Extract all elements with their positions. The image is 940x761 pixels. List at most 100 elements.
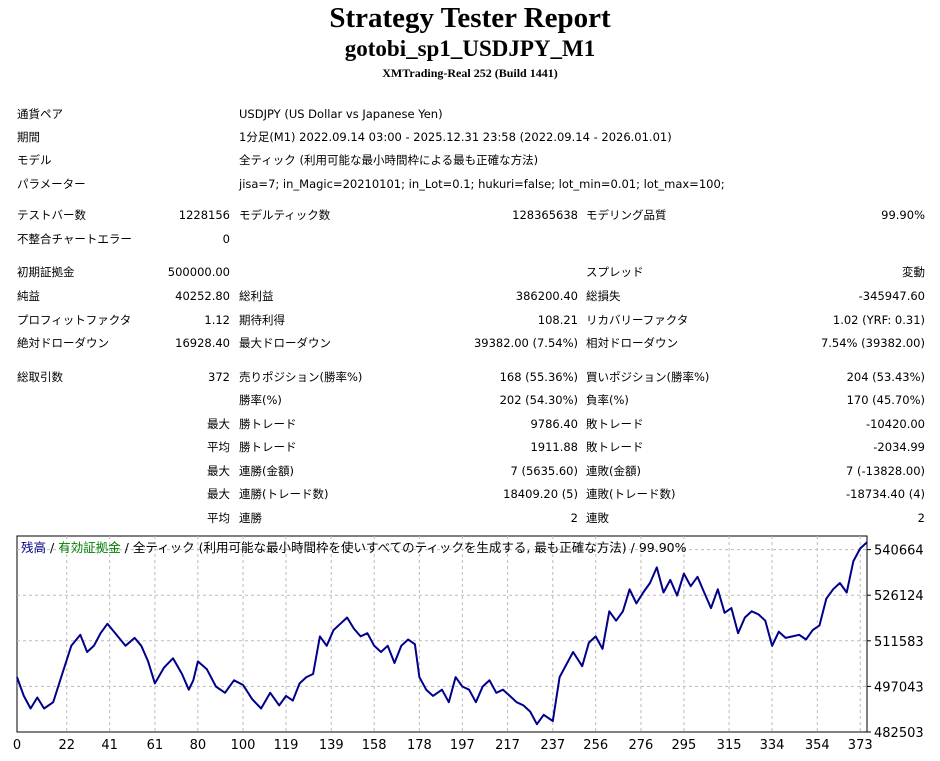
- avg-cl-label: 連敗: [586, 511, 609, 525]
- deposit-value: 500000.00: [167, 265, 230, 279]
- max-label-3: 最大: [207, 487, 230, 501]
- legend-equity: 有効証拠金: [58, 540, 121, 555]
- x-tick-label: 119: [274, 738, 299, 753]
- quality-label: モデリング品質: [586, 208, 667, 222]
- x-tick-label: 217: [495, 738, 520, 753]
- x-tick-label: 276: [629, 738, 654, 753]
- trades-label: 総取引数: [17, 370, 63, 384]
- recovery-value: 1.02 (YRF: 0.31): [832, 313, 925, 327]
- grossprofit-label: 総利益: [239, 289, 274, 303]
- chart-grid: [17, 536, 867, 732]
- x-tick-label: 295: [671, 738, 696, 753]
- chart-legend: 残高 / 有効証拠金 / 全ティック (利用可能な最小時間枠を使いすべてのティッ…: [21, 540, 687, 555]
- win-value: 202 (54.30%): [499, 393, 578, 407]
- x-tick-label: 80: [190, 738, 207, 753]
- chart-plot-area: [16, 535, 868, 733]
- netprofit-value: 40252.80: [175, 289, 230, 303]
- win-label: 勝率(%): [239, 393, 282, 407]
- period-label: 期間: [17, 130, 40, 144]
- avg-win-value: 1911.88: [530, 440, 578, 454]
- y-tick-label: 511583: [874, 635, 924, 650]
- reldd-value: 7.54% (39382.00): [820, 336, 925, 350]
- short-label: 売りポジション(勝率%): [239, 370, 363, 384]
- x-tick-label: 61: [147, 738, 164, 753]
- balance-chart: 540664 526124 511583 497043 482503 0 22 41 61 80…: [13, 535, 924, 753]
- grossloss-label: 総損失: [586, 289, 621, 303]
- cw-cnt-value: 18409.20 (5): [503, 487, 578, 501]
- legend-separator: /: [46, 540, 58, 555]
- quality-value: 99.90%: [881, 208, 925, 222]
- expected-label: 期待利得: [239, 313, 285, 327]
- report-title: Strategy Tester Report: [329, 2, 611, 34]
- y-axis-ticks: 540664 526124 511583 497043 482503: [867, 544, 924, 741]
- avg-cw-value: 2: [570, 511, 578, 525]
- x-tick-label: 158: [362, 738, 387, 753]
- expected-value: 108.21: [537, 313, 578, 327]
- largest-loss-label: 敗トレード: [586, 417, 644, 431]
- y-tick-label: 497043: [874, 680, 924, 695]
- grossprofit-value: 386200.40: [515, 289, 578, 303]
- netprofit-label: 純益: [17, 289, 40, 303]
- x-tick-label: 256: [583, 738, 608, 753]
- largest-win-value: 9786.40: [530, 417, 578, 431]
- largest-win-label: 勝トレード: [239, 417, 297, 431]
- ticks-label: モデルティック数: [239, 208, 331, 222]
- spread-label: スプレッド: [586, 265, 644, 279]
- x-tick-label: 22: [58, 738, 75, 753]
- y-tick-label: 540664: [874, 544, 924, 559]
- cl-cnt-label: 連敗(トレード数): [586, 487, 676, 501]
- pf-value: 1.12: [204, 313, 230, 327]
- mismatch-value: 0: [222, 232, 230, 246]
- cl-amt-label: 連敗(金額): [586, 464, 641, 478]
- x-tick-label: 100: [231, 738, 256, 753]
- cw-amt-label: 連勝(金額): [239, 464, 294, 478]
- long-label: 買いポジション(勝率%): [586, 370, 710, 384]
- avg-cl-value: 2: [917, 511, 925, 525]
- x-tick-label: 373: [848, 738, 873, 753]
- report-build: XMTrading-Real 252 (Build 1441): [382, 66, 558, 80]
- avg-loss-value: -2034.99: [873, 440, 925, 454]
- maxdd-value: 39382.00 (7.54%): [473, 336, 578, 350]
- balance-series-line: [16, 541, 868, 726]
- max-label-2: 最大: [207, 464, 230, 478]
- x-tick-label: 354: [805, 738, 830, 753]
- ticks-value: 128365638: [512, 208, 578, 222]
- params-label: パラメーター: [17, 177, 86, 191]
- cl-amt-value: 7 (-13828.00): [846, 464, 925, 478]
- x-tick-label: 315: [717, 738, 742, 753]
- absdd-label: 絶対ドローダウン: [17, 336, 109, 350]
- trades-value: 372: [208, 370, 230, 384]
- x-axis-ticks: 0 22 41 61 80 100 119 139 158 178 197 217 237 256 276 2…: [13, 738, 873, 753]
- max-label-1: 最大: [207, 417, 230, 431]
- avg-loss-label: 敗トレード: [586, 440, 644, 454]
- loss-value: 170 (45.70%): [846, 393, 925, 407]
- mismatch-label: 不整合チャートエラー: [17, 232, 132, 246]
- deposit-label: 初期証拠金: [17, 265, 75, 279]
- grossloss-value: -345947.60: [858, 289, 925, 303]
- legend-balance: 残高: [21, 540, 46, 555]
- x-tick-label: 139: [319, 738, 344, 753]
- x-tick-label: 0: [13, 738, 21, 753]
- long-value: 204 (53.43%): [846, 370, 925, 384]
- model-label: モデル: [17, 153, 52, 167]
- x-tick-label: 41: [101, 738, 118, 753]
- avg-label-2: 平均: [207, 511, 230, 525]
- x-tick-label: 197: [450, 738, 475, 753]
- x-tick-label: 334: [760, 738, 785, 753]
- reldd-label: 相対ドローダウン: [586, 336, 678, 350]
- cw-amt-value: 7 (5635.60): [510, 464, 578, 478]
- short-value: 168 (55.36%): [499, 370, 578, 384]
- cl-cnt-value: -18734.40 (4): [846, 487, 925, 501]
- legend-description: / 全ティック (利用可能な最小時間枠を使いすべてのティックを生成する, 最も正…: [121, 540, 687, 555]
- symbol-label: 通貨ペア: [17, 107, 63, 121]
- params-value: jisa=7; in_Magic=20210101; in_Lot=0.1; h…: [239, 177, 725, 191]
- avg-cw-label: 連勝: [239, 511, 262, 525]
- pf-label: プロフィットファクタ: [17, 313, 132, 327]
- x-tick-label: 178: [407, 738, 432, 753]
- chart-series: [16, 541, 868, 726]
- absdd-value: 16928.40: [175, 336, 230, 350]
- symbol-value: USDJPY (US Dollar vs Japanese Yen): [239, 107, 443, 121]
- maxdd-label: 最大ドローダウン: [239, 336, 331, 350]
- largest-loss-value: -10420.00: [865, 417, 925, 431]
- y-tick-label: 482503: [874, 726, 924, 741]
